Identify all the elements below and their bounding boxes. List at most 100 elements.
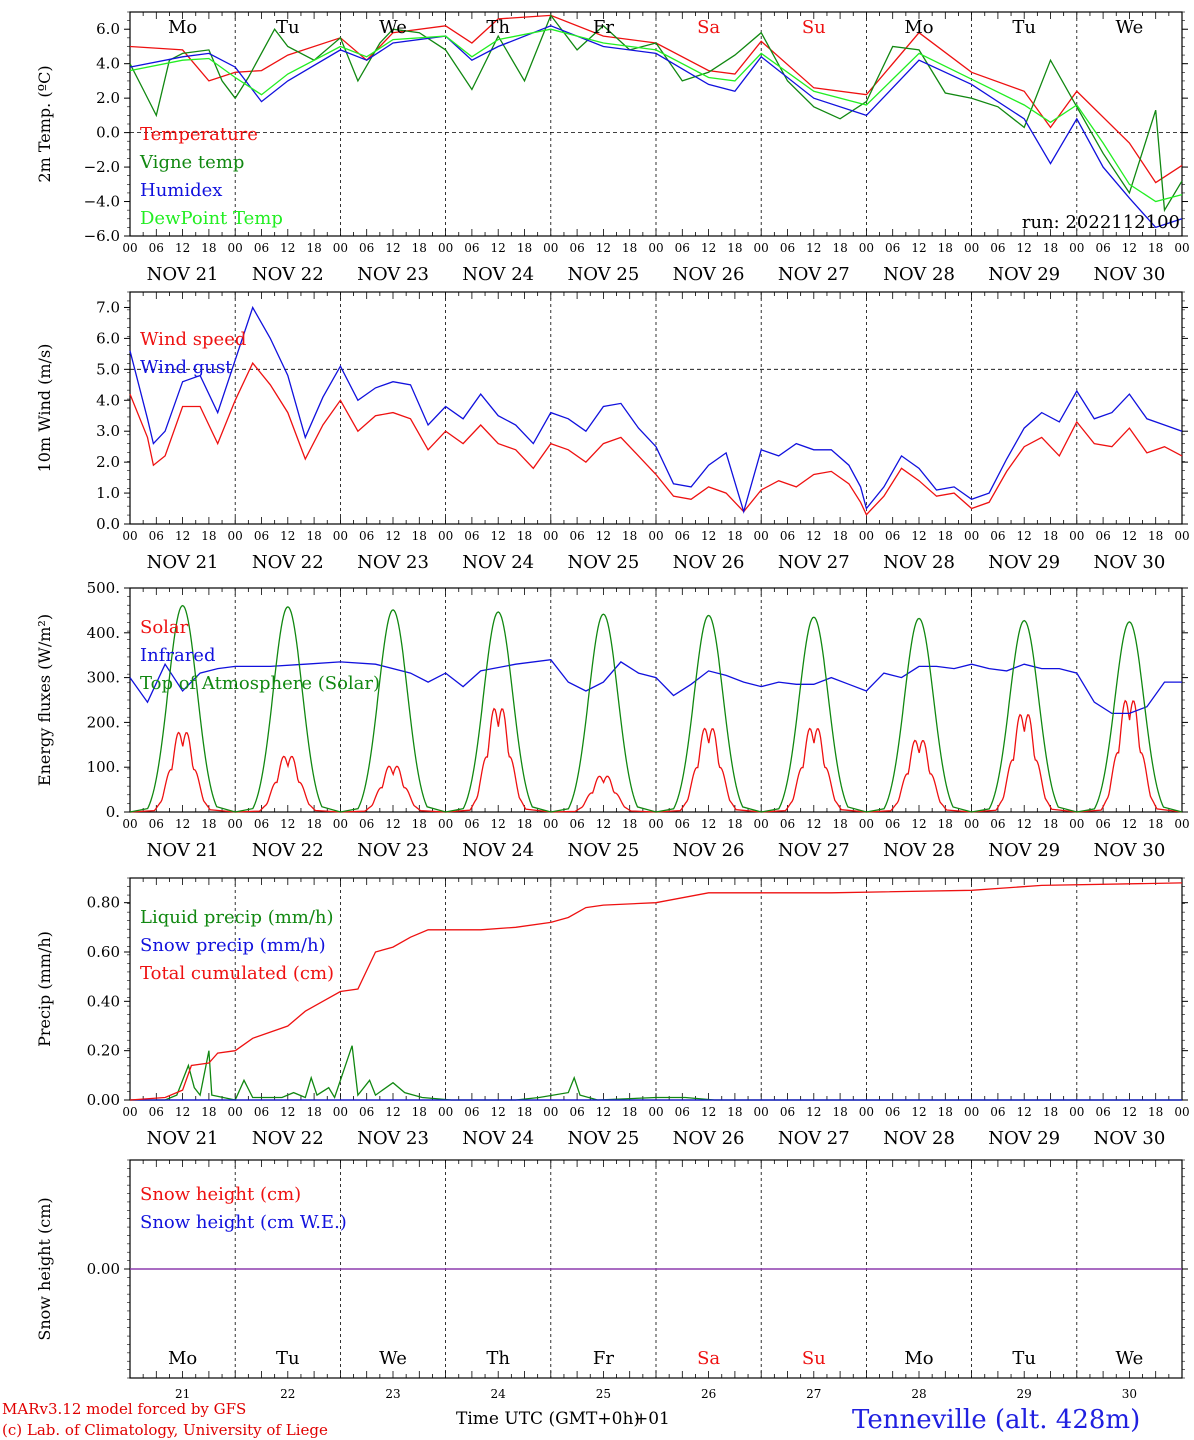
hour-tick-label: 18 — [938, 241, 953, 255]
hour-tick-label: 18 — [412, 241, 427, 255]
hour-tick-label: 12 — [596, 529, 611, 543]
date-label: NOV 26 — [673, 552, 745, 573]
hour-tick-label: 12 — [806, 1105, 821, 1119]
model-credit: MARv3.12 model forced by GFS — [2, 1400, 246, 1418]
hour-tick-label: 12 — [175, 817, 190, 831]
hour-tick-label: 12 — [701, 817, 716, 831]
date-label: NOV 27 — [778, 1128, 850, 1149]
hour-tick-label: 06 — [359, 817, 374, 831]
hour-tick-label: 00 — [228, 241, 243, 255]
hour-tick-label: 00 — [964, 1105, 979, 1119]
footer: MARv3.12 model forced by GFS (c) Lab. of… — [2, 1400, 1140, 1439]
y-tick-label: 4.0 — [96, 55, 120, 73]
hour-tick-label: 06 — [885, 817, 900, 831]
hour-tick-label: 12 — [175, 1105, 190, 1119]
weekday-label: Tu — [1012, 1348, 1036, 1369]
hour-tick-label: 06 — [149, 241, 164, 255]
hour-tick-label: 18 — [938, 817, 953, 831]
hour-tick-label: 18 — [517, 241, 532, 255]
hour-tick-label: 18 — [832, 1105, 847, 1119]
hour-tick-label: 00 — [228, 817, 243, 831]
hour-tick-label: 00 — [333, 1105, 348, 1119]
date-label: NOV 21 — [147, 1128, 219, 1149]
hour-tick-label: 06 — [359, 241, 374, 255]
y-tick-label: 1.0 — [96, 484, 120, 502]
hour-tick-label: 00 — [859, 1105, 874, 1119]
hour-tick-label: 12 — [385, 241, 400, 255]
panel-3: 500. 400. 300. 200. 100. 0. Energy fluxes (W/m… — [35, 579, 1190, 861]
hour-tick-label: 06 — [1095, 241, 1110, 255]
hour-tick-label: 06 — [254, 817, 269, 831]
date-label: NOV 24 — [462, 1128, 534, 1149]
hour-tick-label: 06 — [254, 1105, 269, 1119]
hour-tick-label: 06 — [149, 1105, 164, 1119]
hour-tick-label: 18 — [1043, 241, 1058, 255]
weekday-label: Tu — [1012, 17, 1036, 38]
hour-tick-label: 06 — [990, 817, 1005, 831]
y-tick-label: 0.40 — [87, 992, 120, 1010]
date-label: NOV 30 — [1093, 840, 1165, 861]
time-axis-label: Time UTC (GMT+0h) — [456, 1409, 640, 1429]
hour-tick-label: 06 — [359, 1105, 374, 1119]
hour-tick-label: 00 — [964, 817, 979, 831]
hour-tick-label: 06 — [254, 529, 269, 543]
station-name: Tenneville (alt. 428m) — [852, 1405, 1140, 1435]
hour-tick-label: 12 — [701, 529, 716, 543]
day-number-label: 30 — [1122, 1387, 1137, 1401]
date-label: NOV 23 — [357, 264, 429, 285]
hour-tick-label: 12 — [1017, 817, 1032, 831]
legend-entry: Wind speed — [140, 329, 246, 350]
hour-tick-label: 00 — [1174, 529, 1189, 543]
date-label: NOV 21 — [147, 264, 219, 285]
date-label: NOV 25 — [567, 1128, 639, 1149]
hour-tick-label: 06 — [569, 1105, 584, 1119]
hour-tick-label: 18 — [1148, 529, 1163, 543]
hour-tick-label: 00 — [438, 529, 453, 543]
hour-tick-label: 18 — [1043, 529, 1058, 543]
hour-tick-label: 12 — [385, 817, 400, 831]
weekday-label: Th — [486, 1348, 510, 1369]
weekday-label: Mo — [168, 1348, 197, 1369]
series-line-green — [129, 14, 1183, 213]
hour-tick-label: 12 — [1122, 1105, 1137, 1119]
hour-tick-label: 18 — [622, 1105, 637, 1119]
hour-tick-label: 06 — [885, 241, 900, 255]
date-label: NOV 30 — [1093, 1128, 1165, 1149]
hour-tick-label: 00 — [543, 817, 558, 831]
hour-tick-label: 12 — [1017, 1105, 1032, 1119]
hour-tick-label: 12 — [280, 529, 295, 543]
hour-tick-label: 18 — [412, 1105, 427, 1119]
hour-tick-label: 06 — [149, 529, 164, 543]
hour-tick-label: 00 — [754, 1105, 769, 1119]
legend-entry: Infrared — [140, 645, 215, 666]
hour-tick-label: 12 — [491, 1105, 506, 1119]
lab-credit: (c) Lab. of Climatology, University of L… — [2, 1421, 328, 1439]
hour-tick-label: 18 — [622, 817, 637, 831]
y-axis-title: Snow height (cm) — [35, 1197, 54, 1340]
date-label: NOV 24 — [462, 840, 534, 861]
hour-tick-label: 12 — [911, 529, 926, 543]
hour-tick-label: 18 — [832, 241, 847, 255]
series-line-red — [129, 361, 1183, 516]
hour-tick-label: 06 — [464, 817, 479, 831]
hour-tick-label: 12 — [596, 241, 611, 255]
hour-tick-label: 12 — [491, 529, 506, 543]
legend-entry: Vigne temp — [139, 152, 244, 173]
date-label: NOV 22 — [252, 840, 324, 861]
hour-tick-label: 06 — [464, 529, 479, 543]
hour-tick-label: 06 — [885, 1105, 900, 1119]
hour-tick-label: 12 — [1122, 817, 1137, 831]
y-tick-label: 5.0 — [96, 360, 120, 378]
hour-tick-label: 18 — [306, 529, 321, 543]
weekday-label: We — [379, 17, 407, 38]
hour-tick-label: 12 — [596, 817, 611, 831]
hour-tick-label: 06 — [675, 817, 690, 831]
hour-tick-label: 18 — [201, 241, 216, 255]
series-line-green — [129, 604, 1183, 813]
weekday-label: We — [1116, 1348, 1144, 1369]
date-label: NOV 30 — [1093, 264, 1165, 285]
date-label: NOV 28 — [883, 552, 955, 573]
day-number-label: 27 — [806, 1387, 821, 1401]
hour-tick-label: 06 — [675, 241, 690, 255]
